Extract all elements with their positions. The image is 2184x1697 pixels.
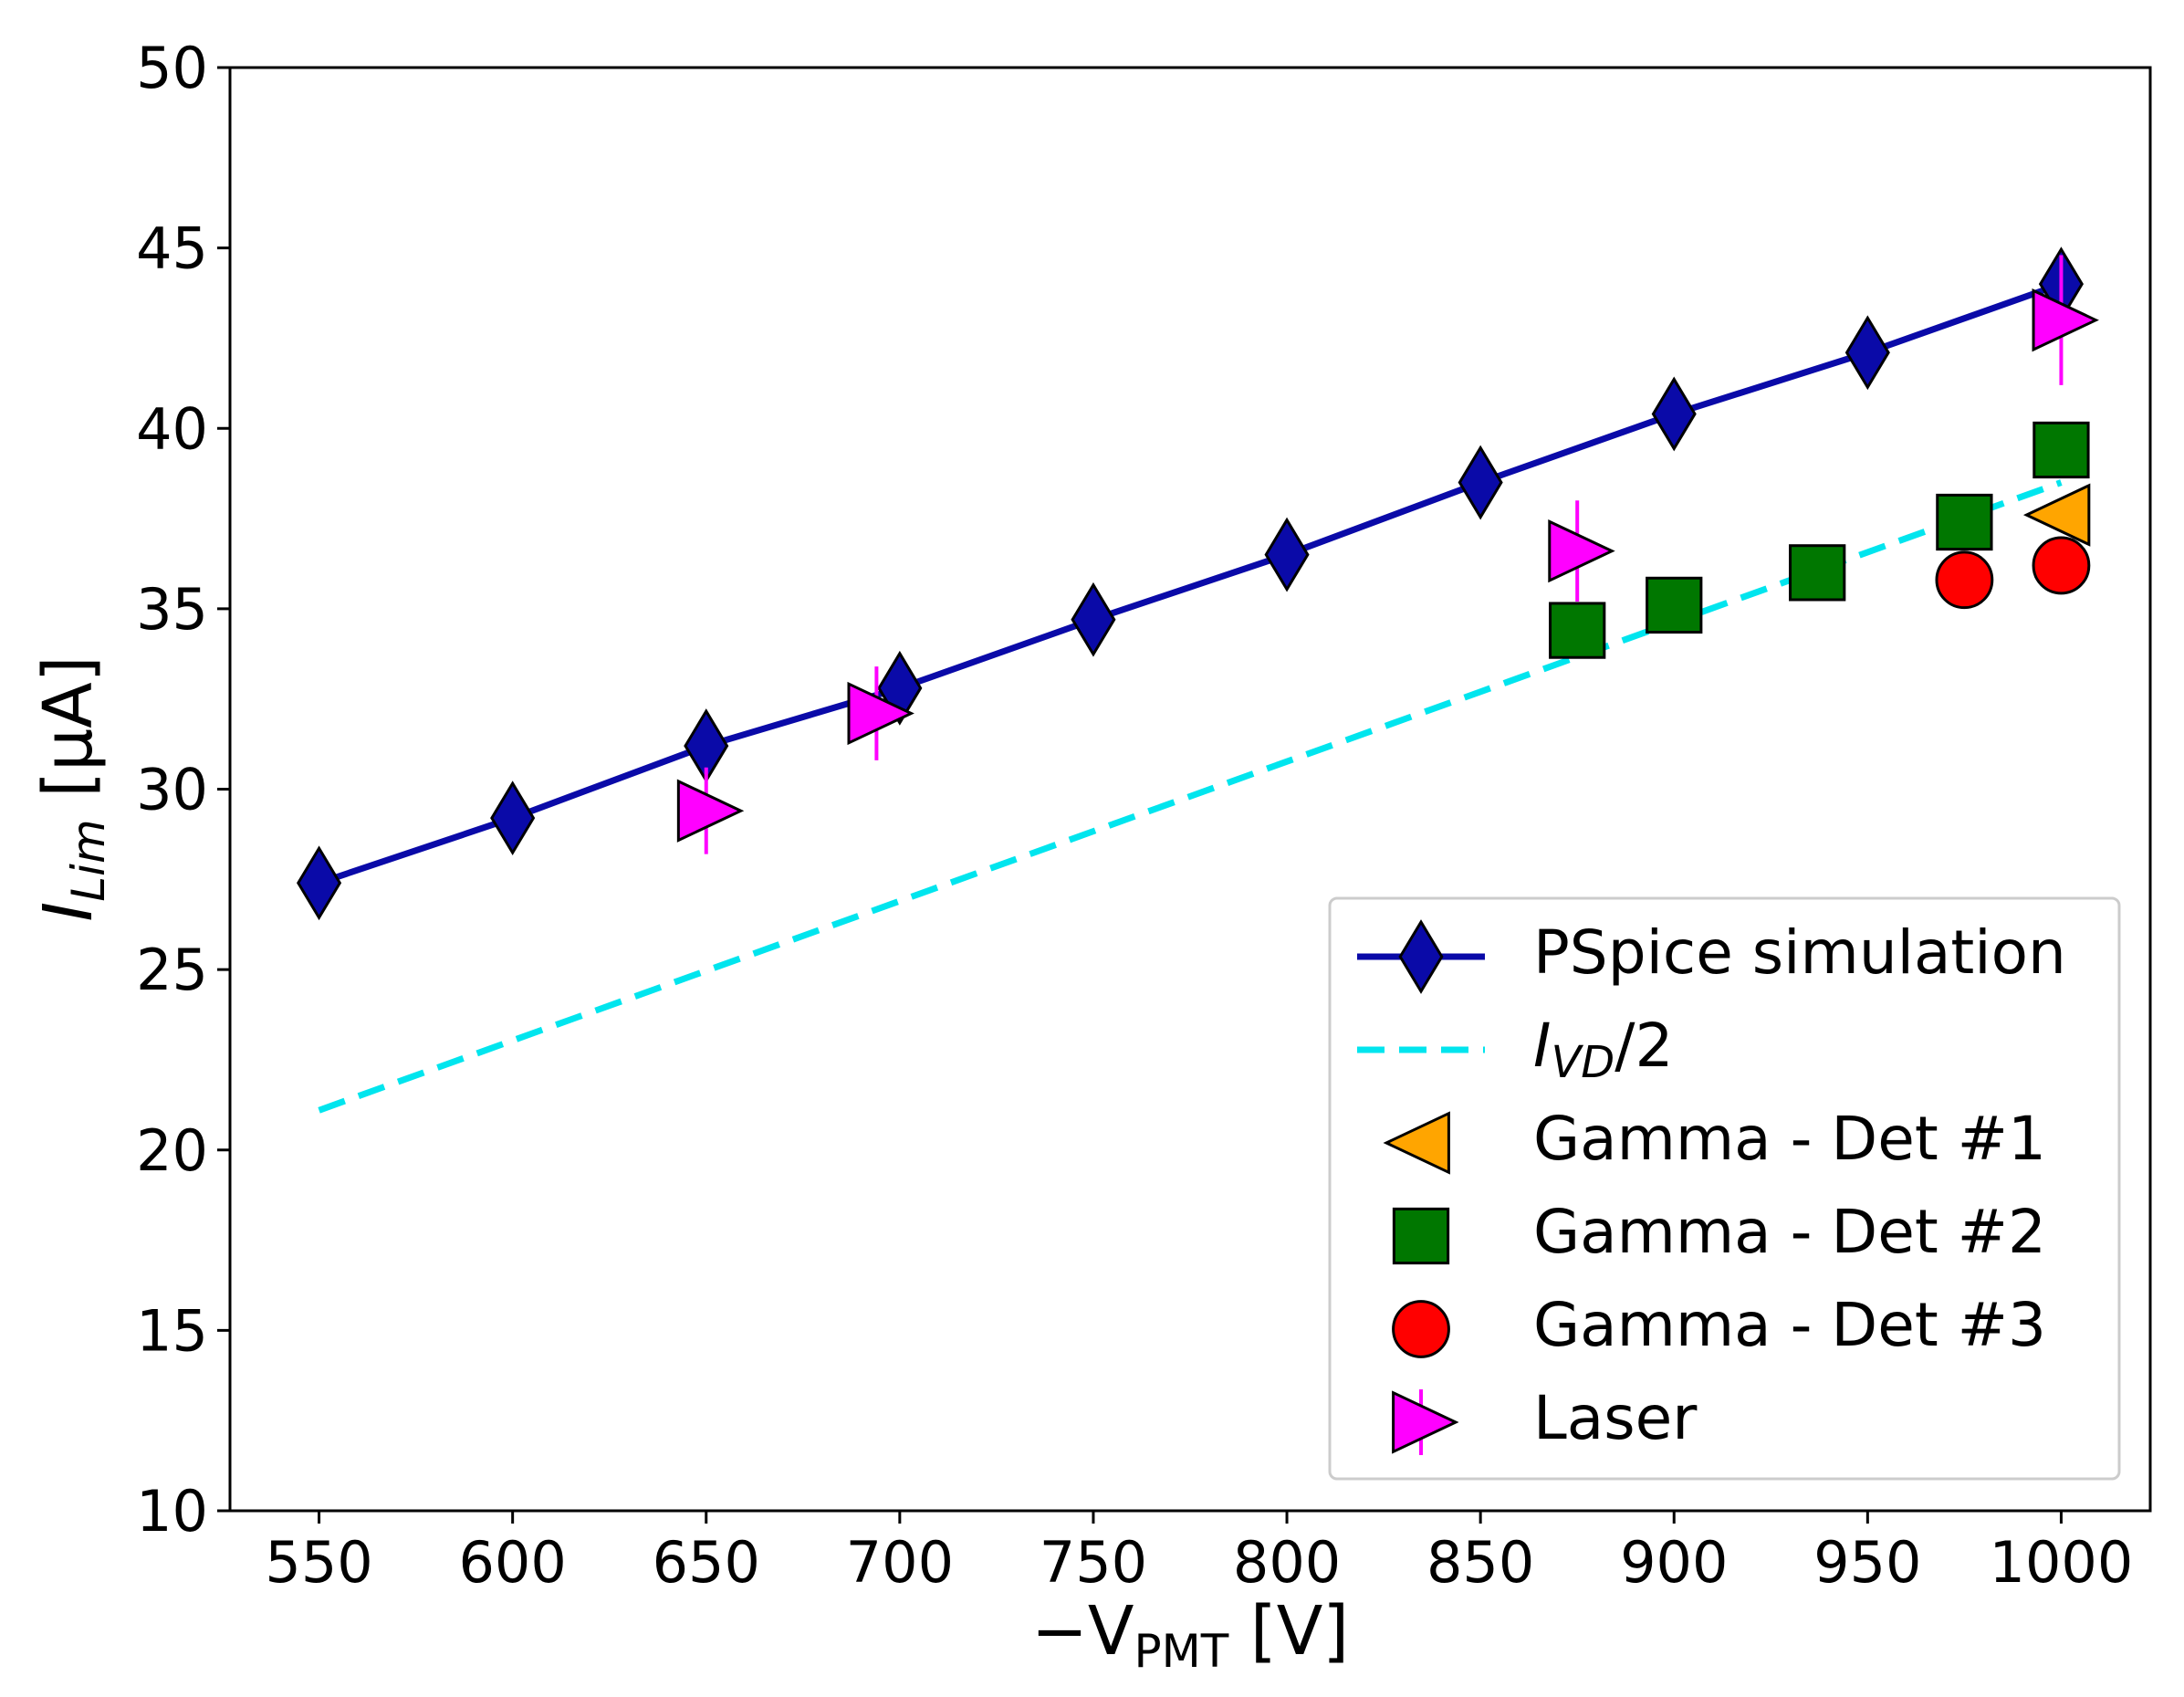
data-point-3-1 (1646, 576, 1703, 634)
legend-marker-0 (1398, 919, 1444, 994)
series-line-0 (318, 280, 2063, 886)
y-tick-label: 30 (136, 757, 208, 823)
legend-box (1328, 896, 2121, 1481)
data-point-3-2 (1789, 544, 1846, 602)
plot-frame (228, 66, 2152, 1513)
legend-label-gamma-det-3: Gamma - Det #3 (1533, 1290, 2046, 1360)
y-tick-label: 50 (136, 35, 208, 101)
data-point-5-2 (1548, 519, 1615, 583)
x-tick-label: 1000 (1990, 1529, 2134, 1596)
data-point-0-5 (1264, 517, 1310, 592)
legend-marker-2 (1383, 1111, 1450, 1175)
y-tick-label: 10 (136, 1478, 208, 1545)
x-axis-label: −VPMT [V] (1031, 1592, 1349, 1678)
series-line-1 (318, 479, 2063, 1114)
data-point-0-8 (1844, 315, 1890, 391)
y-tick-label: 20 (136, 1117, 208, 1184)
x-tick-label: 700 (846, 1529, 954, 1596)
legend-markers (1357, 919, 1485, 1455)
data-point-5-1 (847, 681, 914, 746)
data-point-3-0 (1549, 602, 1606, 659)
legend-label-laser: Laser (1533, 1383, 1698, 1453)
legend-marker-4 (1392, 1300, 1450, 1358)
data-point-0-0 (297, 845, 342, 921)
x-tick-label: 600 (458, 1529, 566, 1596)
y-tick-label: 15 (136, 1297, 208, 1364)
legend-label-ivd: IVD/2 (1533, 1011, 1674, 1088)
y-tick-label: 35 (136, 576, 208, 643)
legend-label-gamma-det-1: Gamma - Det #1 (1533, 1104, 2046, 1174)
legend: PSpice simulation IVD/2 Gamma - Det #1 G… (1328, 896, 2121, 1481)
x-tick-label: 850 (1426, 1529, 1534, 1596)
x-tick-label: 650 (653, 1529, 760, 1596)
y-tick-label: 45 (136, 215, 208, 282)
data-point-0-4 (1071, 581, 1116, 657)
data-point-5-3 (2032, 288, 2099, 352)
x-tick-label: 900 (1620, 1529, 1728, 1596)
x-tick-label: 950 (1813, 1529, 1921, 1596)
data-point-0-7 (1651, 376, 1697, 452)
legend-label-gamma-det-2: Gamma - Det #2 (1533, 1197, 2046, 1267)
legend-label-pspice: PSpice simulation (1533, 917, 2066, 988)
data-point-3-3 (1936, 493, 1993, 551)
data-point-0-1 (490, 780, 536, 856)
y-axis-label: ILim [μA] (29, 655, 115, 921)
y-tick-label: 25 (136, 937, 208, 1003)
data-point-3-4 (2032, 421, 2090, 479)
legend-marker-3 (1392, 1207, 1450, 1265)
data-point-0-6 (1458, 445, 1503, 520)
data-point-4-0 (1935, 550, 1994, 610)
x-tick-label: 750 (1040, 1529, 1147, 1596)
x-tick-label: 800 (1233, 1529, 1341, 1596)
legend-marker-5 (1392, 1390, 1459, 1454)
data-point-5-0 (676, 779, 745, 843)
x-tick-label: 550 (265, 1529, 372, 1596)
y-tick-label: 40 (136, 395, 208, 462)
data-point-4-1 (2032, 536, 2091, 595)
data-point-2-0 (2022, 483, 2091, 547)
plot-area (297, 246, 2099, 1114)
axis-ticks: 550 600 650 700 750 800 850 900 950 1000 10 15 20 25 3… (136, 35, 2133, 1596)
